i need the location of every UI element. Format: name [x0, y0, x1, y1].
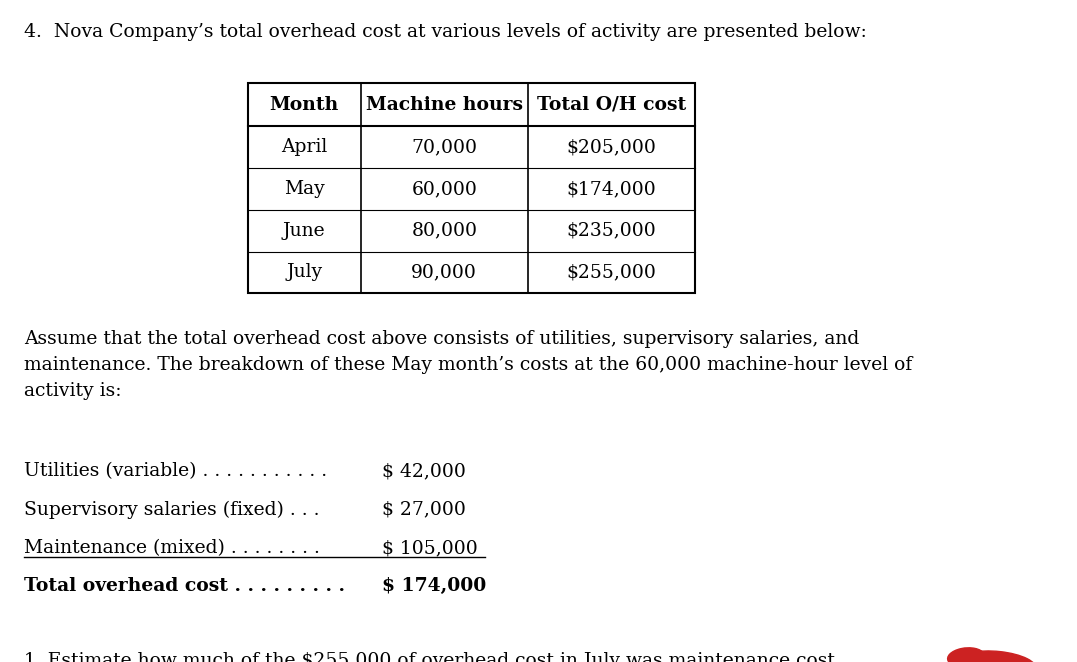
Text: 4.  Nova Company’s total overhead cost at various levels of activity are present: 4. Nova Company’s total overhead cost at…: [24, 23, 866, 41]
Text: Month: Month: [269, 95, 339, 114]
Text: Supervisory salaries (fixed) . . .: Supervisory salaries (fixed) . . .: [24, 500, 319, 519]
Ellipse shape: [956, 651, 1036, 662]
Text: $ 105,000: $ 105,000: [382, 539, 478, 557]
Text: Total O/H cost: Total O/H cost: [536, 95, 686, 114]
Text: 1. Estimate how much of the $255,000 of overhead cost in July was maintenance co: 1. Estimate how much of the $255,000 of …: [24, 652, 840, 662]
Text: 90,000: 90,000: [411, 263, 477, 281]
Text: Total overhead cost . . . . . . . . .: Total overhead cost . . . . . . . . .: [24, 577, 345, 595]
Text: May: May: [284, 180, 324, 198]
Text: July: July: [286, 263, 322, 281]
Text: $235,000: $235,000: [567, 222, 656, 240]
Text: Machine hours: Machine hours: [366, 95, 522, 114]
Text: Maintenance (mixed) . . . . . . . .: Maintenance (mixed) . . . . . . . .: [24, 539, 320, 557]
Text: 70,000: 70,000: [411, 138, 477, 156]
Text: $205,000: $205,000: [567, 138, 656, 156]
Text: $174,000: $174,000: [567, 180, 656, 198]
Text: $ 27,000: $ 27,000: [382, 500, 466, 518]
Text: $ 42,000: $ 42,000: [382, 462, 466, 480]
Text: 60,000: 60,000: [411, 180, 477, 198]
Text: 80,000: 80,000: [411, 222, 477, 240]
Text: April: April: [281, 138, 327, 156]
Text: June: June: [283, 222, 325, 240]
Text: $ 174,000: $ 174,000: [382, 577, 487, 595]
Text: $255,000: $255,000: [567, 263, 656, 281]
Ellipse shape: [948, 648, 984, 662]
Text: Utilities (variable) . . . . . . . . . . .: Utilities (variable) . . . . . . . . . .…: [24, 462, 326, 480]
Text: Assume that the total overhead cost above consists of utilities, supervisory sal: Assume that the total overhead cost abov…: [24, 330, 912, 401]
